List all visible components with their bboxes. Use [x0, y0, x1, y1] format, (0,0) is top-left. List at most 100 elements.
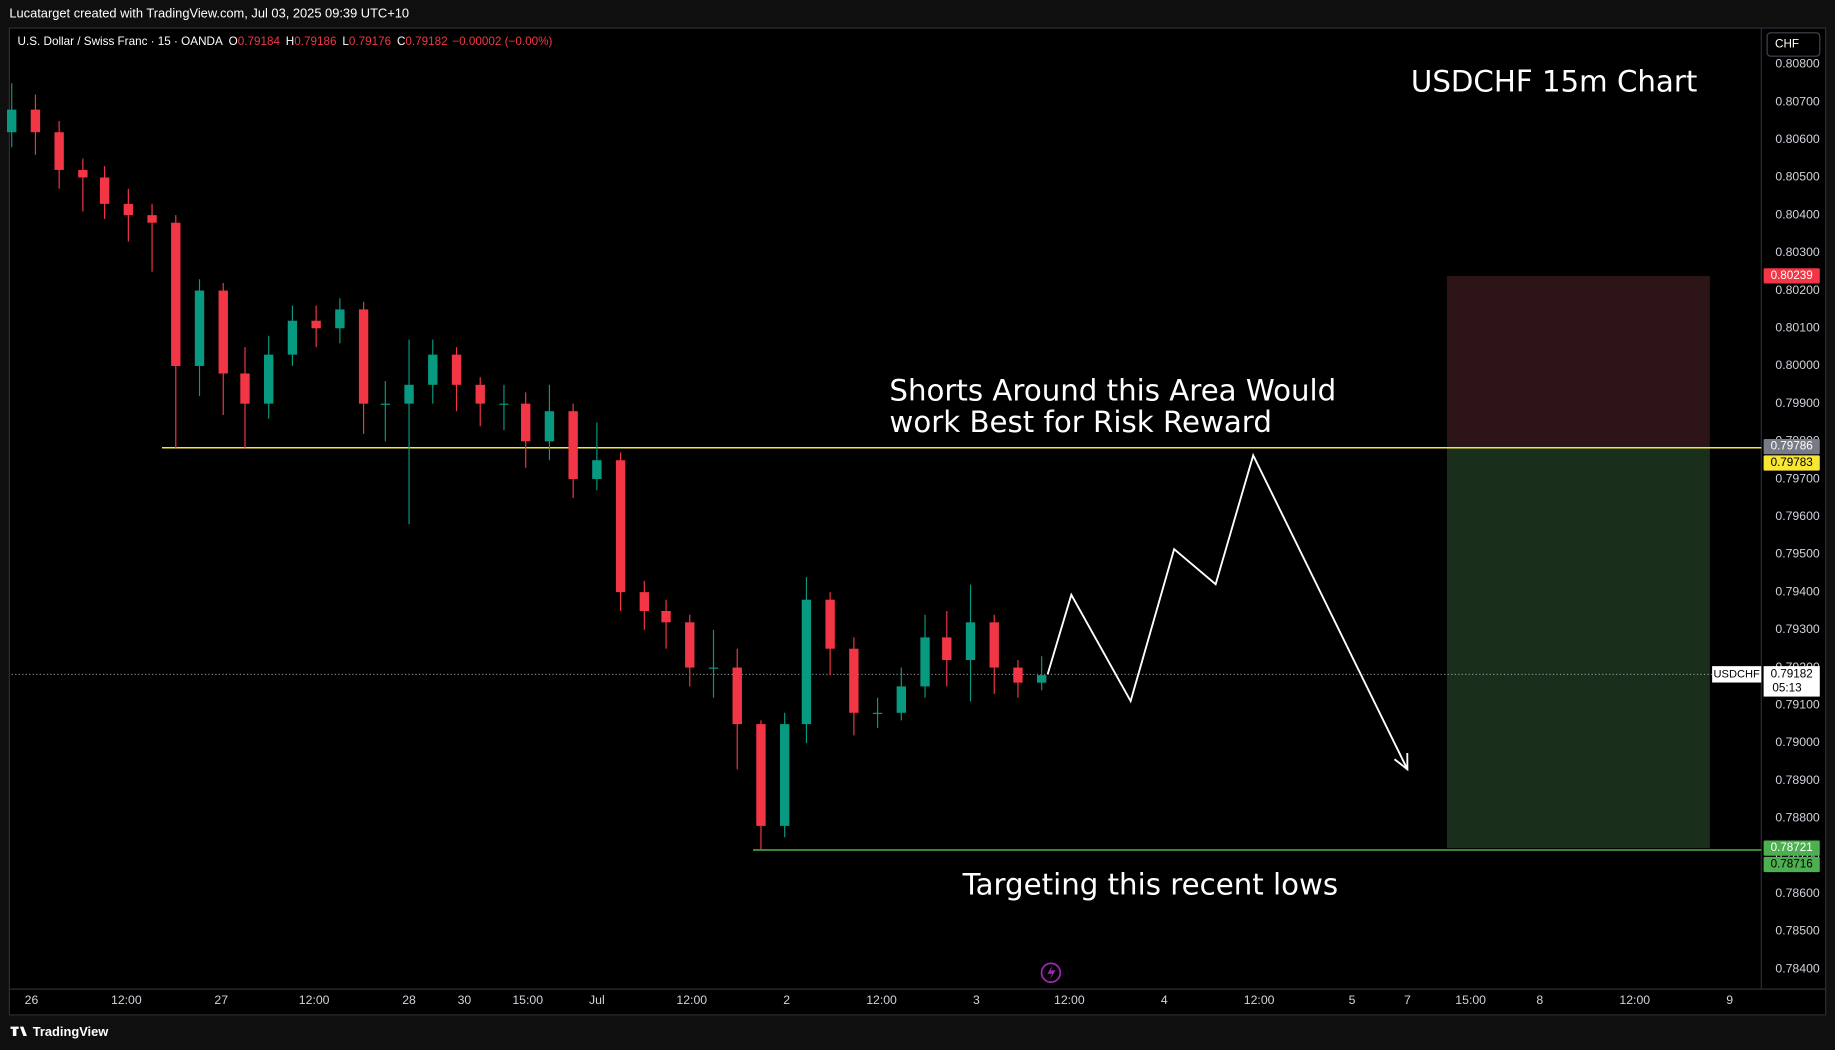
x-tick-label: 12:00	[299, 993, 330, 1007]
candle-body	[1013, 667, 1023, 683]
x-tick-label: 12:00	[1619, 993, 1650, 1007]
y-tick-label: 0.80700	[1775, 94, 1820, 108]
x-tick-label: 26	[25, 993, 39, 1007]
ohlc-label: O	[229, 35, 238, 48]
stop-zone	[1446, 275, 1710, 447]
y-tick-label: 0.78800	[1775, 811, 1820, 825]
y-tick-label: 0.79600	[1775, 509, 1820, 523]
y-tick-label: 0.79400	[1775, 584, 1820, 598]
x-tick-label: 12:00	[1054, 993, 1085, 1007]
symbol-name: U.S. Dollar / Swiss Franc · 15 · OANDA	[18, 35, 223, 48]
countdown: 05:13	[1772, 681, 1801, 694]
ohlc-label: H	[286, 35, 294, 48]
candle-body	[99, 177, 110, 204]
candle-body	[989, 622, 999, 668]
x-tick-label: 4	[1161, 993, 1168, 1007]
x-tick-label: 12:00	[866, 993, 897, 1007]
candle-body	[475, 384, 485, 404]
price-tag-label: 0.79786	[1771, 440, 1813, 453]
last-price-tag	[1763, 666, 1820, 697]
y-tick-label: 0.79500	[1775, 547, 1820, 561]
symbol-info: U.S. Dollar / Swiss Franc · 15 · OANDA O0…	[18, 35, 553, 48]
candle-body	[592, 460, 602, 480]
price-tag-label: 0.78721	[1771, 841, 1813, 854]
candle-body	[451, 354, 462, 385]
candle-body	[264, 354, 274, 404]
candle-body	[194, 290, 205, 366]
y-tick-label: 0.79000	[1775, 735, 1820, 749]
candle-body	[779, 724, 790, 826]
x-tick-label: 12:00	[676, 993, 707, 1007]
x-tick-label: Jul	[589, 993, 605, 1007]
projection-path	[1046, 452, 1409, 770]
candle-body	[896, 686, 906, 713]
y-tick-label: 0.80200	[1775, 283, 1820, 297]
candle-body	[708, 667, 719, 669]
ohlc-label: L	[342, 35, 349, 48]
x-tick-label: 9	[1726, 993, 1733, 1007]
y-tick-label: 0.79700	[1775, 471, 1820, 485]
candle-body	[218, 290, 228, 374]
y-tick-label: 0.80000	[1775, 358, 1820, 372]
candle-body	[544, 411, 555, 442]
y-tick-label: 0.78400	[1775, 961, 1820, 975]
ohlc-value: 0.79182	[405, 35, 447, 48]
candle-body	[380, 403, 391, 405]
ohlc-value: 0.79186	[294, 35, 336, 48]
x-tick-label: 28	[402, 993, 416, 1007]
candle-body	[240, 373, 250, 404]
x-tick-label: 3	[973, 993, 980, 1007]
price-tag	[1763, 856, 1820, 873]
candle-body	[78, 169, 88, 178]
candle-body	[920, 637, 930, 687]
y-tick-label: 0.80600	[1775, 132, 1820, 146]
price-tag	[1763, 268, 1820, 284]
y-tick-label: 0.79300	[1775, 622, 1820, 636]
ohlc-value: 0.79176	[349, 35, 391, 48]
x-tick-label: 15:00	[1455, 993, 1486, 1007]
candle-body	[1036, 675, 1047, 683]
y-tick-label: 0.80400	[1775, 207, 1820, 221]
arrow-head	[1393, 752, 1409, 772]
candle-body	[171, 222, 181, 366]
x-tick-label: 15:00	[512, 993, 543, 1007]
candle-body	[358, 309, 369, 404]
candle-body	[849, 648, 859, 713]
candle-body	[756, 724, 766, 826]
brand: TradingView	[33, 1024, 109, 1039]
target-zone	[1446, 446, 1710, 849]
price-tag	[1763, 840, 1820, 856]
candle-body	[7, 109, 17, 133]
ohlc-value: 0.79184	[238, 35, 281, 48]
x-tick-label: 27	[214, 993, 228, 1007]
x-tick-label: 7	[1404, 993, 1411, 1007]
y-tick-label: 0.78900	[1775, 773, 1820, 787]
x-tick-label: 8	[1536, 993, 1543, 1007]
last-price-label: 0.79182	[1771, 667, 1813, 680]
candle-body	[801, 599, 812, 725]
y-tick-label: 0.80100	[1775, 321, 1820, 335]
annotation: Targeting this recent lows	[962, 868, 1339, 902]
y-tick-label: 0.80800	[1775, 57, 1820, 71]
tv-logo	[10, 1026, 27, 1036]
symbol-tag-label: USDCHF	[1714, 668, 1760, 680]
candle-body	[732, 667, 742, 725]
candle-body	[335, 309, 345, 329]
annotation: work Best for Risk Reward	[889, 405, 1271, 439]
currency-button[interactable]	[1766, 32, 1821, 57]
y-tick-label: 0.79100	[1775, 698, 1820, 712]
candle-body	[568, 411, 578, 480]
price-tag-label: 0.78716	[1771, 858, 1813, 871]
x-tick-label: 30	[458, 993, 472, 1007]
lightning-button[interactable]	[1040, 962, 1062, 983]
symbol-tag	[1712, 666, 1762, 683]
x-tick-label: 5	[1349, 993, 1356, 1007]
candle-body	[825, 599, 835, 649]
y-tick-label: 0.78600	[1775, 886, 1820, 900]
currency: CHF	[1775, 38, 1799, 51]
candle-body	[54, 132, 64, 170]
change: −0.00002 (−0.00%)	[452, 35, 552, 48]
candle-body	[147, 215, 157, 223]
